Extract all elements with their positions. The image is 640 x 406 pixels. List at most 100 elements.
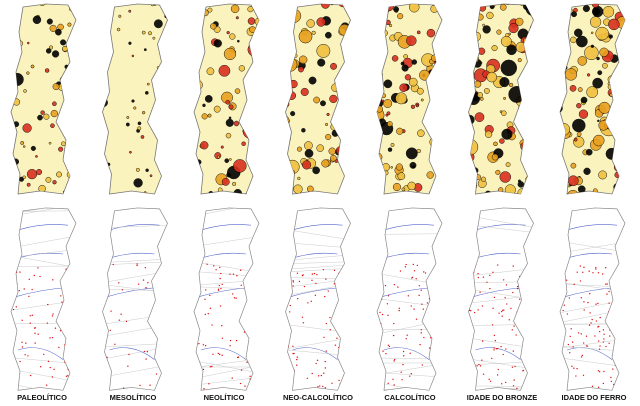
site-dot: [617, 366, 619, 369]
site-dot: [473, 311, 476, 314]
border-line: [285, 261, 351, 265]
site-dot: [440, 324, 442, 326]
site-dot: [622, 284, 625, 286]
site-circle: [474, 112, 485, 122]
site-dot: [296, 272, 299, 274]
site-dot: [421, 364, 423, 366]
site-circle: [51, 50, 60, 58]
site-dot: [343, 355, 345, 358]
site-circle: [598, 101, 611, 114]
site-dot: [302, 274, 304, 276]
site-circle: [504, 4, 511, 5]
site-circle: [595, 26, 609, 41]
site-circle: [287, 8, 302, 23]
site-circle: [11, 72, 24, 87]
site-dot: [296, 356, 298, 358]
site-dot: [34, 327, 36, 330]
site-dot: [112, 263, 114, 266]
site-dot: [529, 379, 532, 382]
site-dot: [18, 289, 21, 292]
site-circle: [407, 181, 416, 191]
site-dot: [415, 278, 417, 280]
site-dot: [489, 274, 491, 277]
site-dot: [431, 277, 433, 279]
site-circle: [343, 191, 348, 194]
period-label: CALCOLÍTICO: [384, 393, 435, 402]
site-circle: [408, 77, 418, 87]
site-circle: [225, 99, 231, 105]
site-dot: [424, 272, 427, 274]
site-dot: [198, 283, 200, 285]
site-dot: [15, 306, 17, 308]
site-dot: [338, 379, 340, 382]
maps: [8, 1, 627, 393]
border-line: [194, 365, 259, 380]
site-circle: [348, 187, 351, 191]
site-dot: [581, 354, 584, 357]
site-circle: [297, 176, 301, 181]
site-circle: [254, 137, 259, 143]
site-circle: [285, 55, 292, 62]
map-bottom: [376, 207, 443, 391]
site-dot: [248, 289, 250, 292]
site-circle: [131, 99, 135, 103]
site-dot: [145, 287, 147, 289]
site-circle: [213, 39, 222, 48]
site-circle: [586, 86, 599, 98]
river: [383, 347, 430, 360]
site-circle: [415, 104, 419, 108]
site-circle: [620, 130, 625, 141]
border-line: [285, 228, 351, 241]
site-dot: [387, 382, 389, 384]
site-circle: [560, 122, 562, 126]
site-dot: [8, 392, 9, 393]
site-circle: [225, 132, 232, 139]
site-dot: [34, 342, 36, 344]
site-circle: [226, 31, 230, 35]
site-circle: [13, 39, 21, 47]
site-dot: [568, 297, 571, 299]
site-dot: [29, 322, 31, 324]
site-dot: [51, 315, 54, 317]
site-dot: [482, 373, 485, 375]
period-label: IDADE DO BRONZE: [467, 393, 537, 402]
site-dot: [512, 385, 515, 387]
site-dot: [573, 367, 575, 369]
site-circle: [40, 110, 45, 115]
site-circle: [341, 102, 350, 111]
site-dot: [298, 280, 301, 283]
site-circle: [590, 44, 595, 48]
site-circle: [285, 178, 288, 187]
site-dot: [563, 304, 566, 306]
site-circle: [194, 50, 199, 59]
site-dot: [219, 277, 221, 280]
site-dot: [237, 356, 240, 358]
site-circle: [491, 44, 498, 52]
site-dot: [532, 304, 534, 307]
site-circle: [68, 154, 76, 162]
site-dot: [239, 269, 242, 271]
site-circle: [377, 27, 386, 35]
site-circle: [592, 134, 605, 147]
site-dot: [497, 348, 499, 350]
site-dot: [601, 273, 604, 275]
site-dot: [494, 340, 497, 342]
site-circle: [220, 145, 224, 149]
site-dot: [500, 345, 502, 348]
site-circle: [246, 1, 249, 4]
site-circle: [564, 68, 578, 81]
river: [109, 224, 160, 231]
site-circle: [522, 108, 532, 119]
site-dot: [350, 325, 351, 327]
site-circle: [430, 111, 437, 118]
site-circle: [250, 141, 257, 148]
site-circle: [247, 42, 259, 57]
site-dot: [626, 387, 627, 388]
site-dot: [229, 345, 231, 347]
site-dot: [560, 317, 562, 319]
site-dot: [296, 298, 299, 300]
site-dot: [283, 316, 284, 317]
site-dot: [334, 344, 337, 346]
site-circle: [298, 55, 308, 65]
site-dot: [31, 314, 34, 316]
